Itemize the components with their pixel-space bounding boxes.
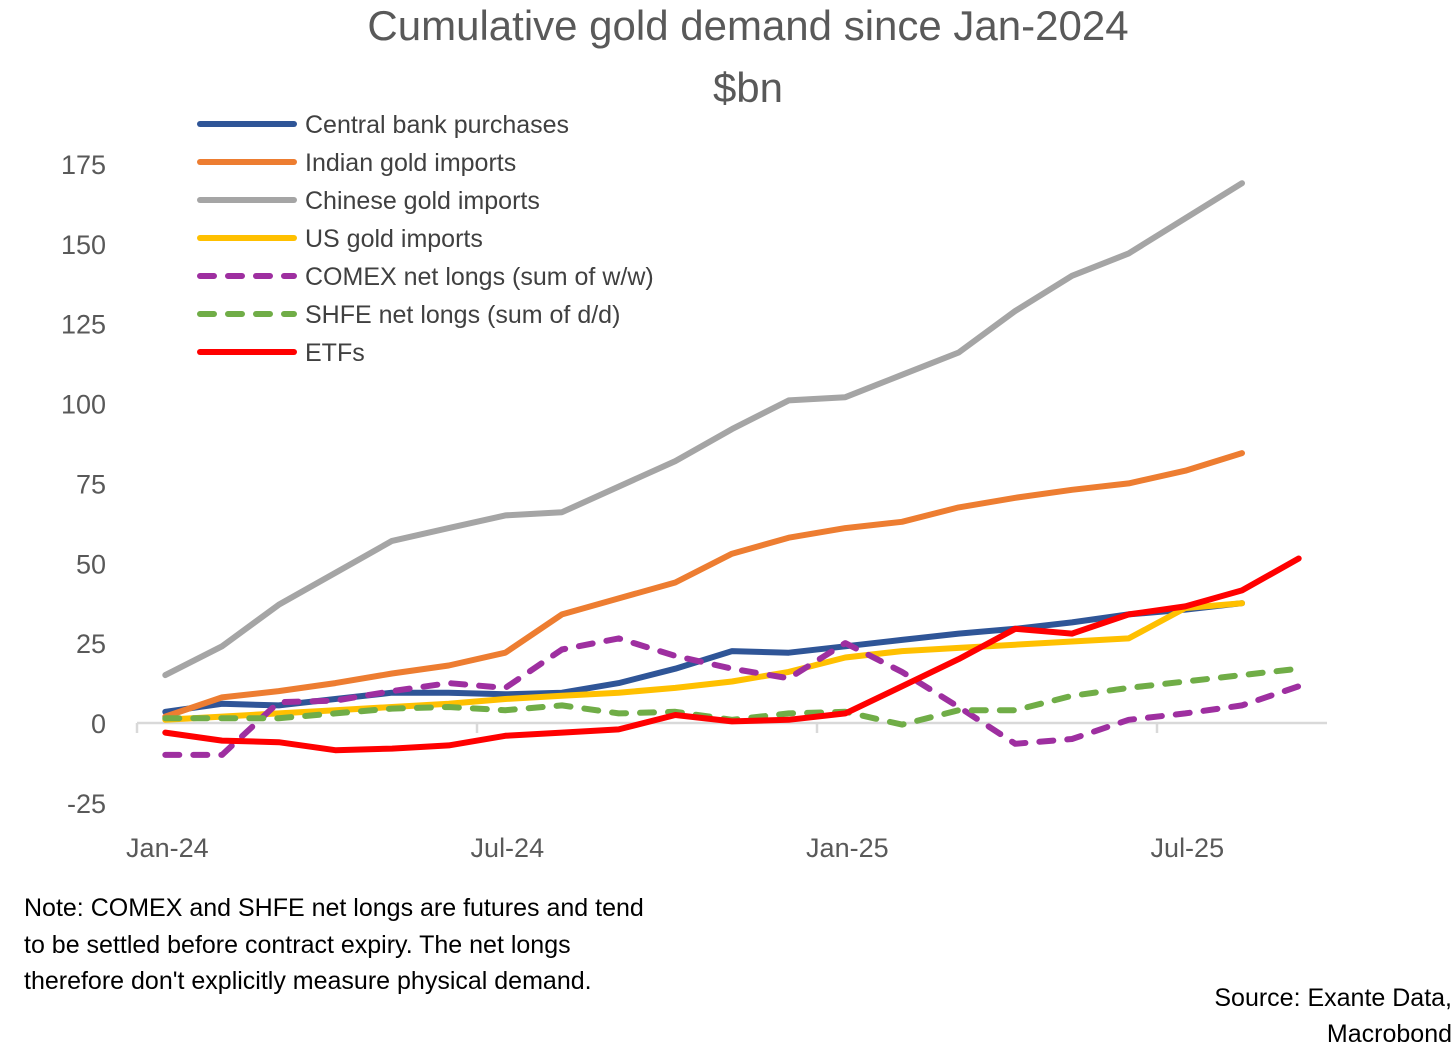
legend-label: SHFE net longs (sum of d/d) <box>305 301 620 329</box>
y-tick-label: 150 <box>61 230 106 260</box>
note-line: Note: COMEX and SHFE net longs are futur… <box>24 894 644 922</box>
series-line-indian-gold-imports <box>162 450 1245 720</box>
y-tick-label: -25 <box>67 789 106 819</box>
y-tick-label: 100 <box>61 390 106 420</box>
note-line: therefore don't explicitly measure physi… <box>24 967 592 995</box>
x-tick-label: Jan-24 <box>126 833 209 863</box>
source-line: Macrobond <box>1326 1020 1452 1048</box>
note-line: to be settled before contract expiry. Th… <box>24 930 571 959</box>
chart-source: Source: Exante Data, Macrobond <box>1214 980 1452 1052</box>
x-tick-label: Jul-24 <box>471 833 545 863</box>
legend-label: Indian gold imports <box>305 149 516 177</box>
series-line-comex-net-longs-sum-of-w-w <box>162 635 1302 758</box>
y-tick-label: 50 <box>76 549 106 579</box>
x-tick-label: Jan-25 <box>806 833 889 863</box>
line-chart: -25 0 25 50 75 100 125 150 175 Jan-24 Jul-24 Jan-25… <box>61 111 1327 863</box>
legend-label: US gold imports <box>305 225 483 253</box>
chart-note: Note: COMEX and SHFE net longs are futur… <box>24 890 724 1000</box>
y-tick-label: 125 <box>61 310 106 340</box>
legend-label: COMEX net longs (sum of w/w) <box>305 263 654 291</box>
y-tick-label: 75 <box>76 469 106 499</box>
series-line-chinese-gold-imports <box>162 180 1245 679</box>
legend-label: Central bank purchases <box>305 111 569 139</box>
x-tick-label: Jul-25 <box>1151 833 1225 863</box>
chart-subtitle: $bn <box>712 64 784 111</box>
source-line: Source: Exante Data, <box>1214 984 1452 1012</box>
y-tick-label: 0 <box>91 709 106 739</box>
chart-title: Cumulative gold demand since Jan-2024 <box>367 2 1129 49</box>
series-line-etfs <box>162 555 1302 754</box>
legend-label: Chinese gold imports <box>305 187 540 215</box>
y-tick-label: 175 <box>61 150 106 180</box>
y-tick-label: 25 <box>76 629 106 659</box>
legend-label: ETFs <box>305 339 365 367</box>
